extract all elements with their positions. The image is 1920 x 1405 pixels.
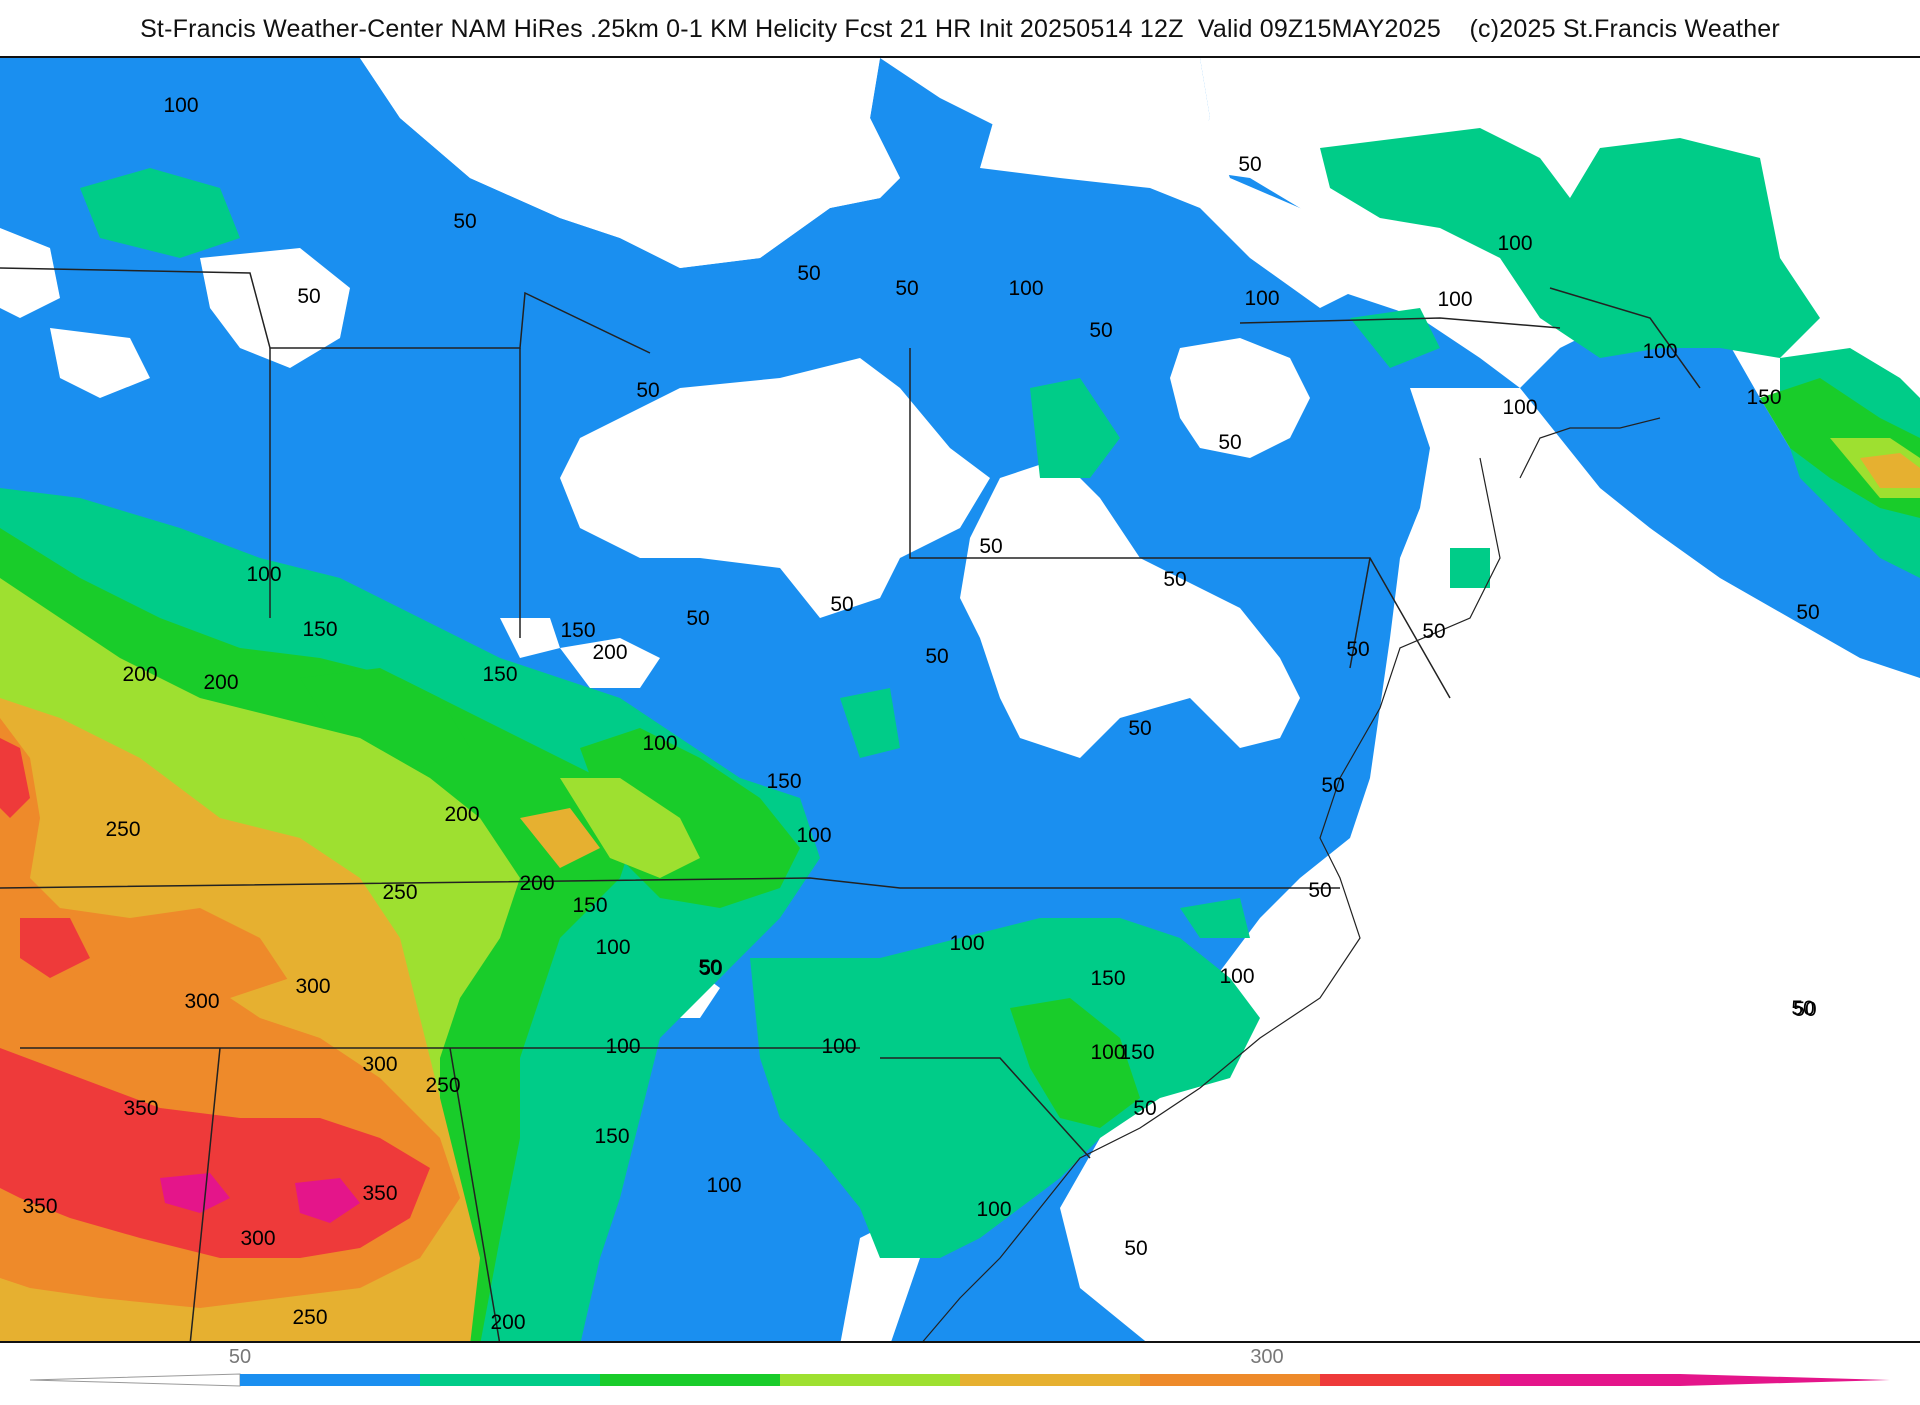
contour-label: 150 (594, 1125, 630, 1148)
contour-label: 50 (925, 645, 949, 668)
contour-label: 150 (1090, 967, 1126, 990)
contour-label: 100 (1090, 1041, 1126, 1064)
contour-label: 300 (184, 990, 220, 1013)
contour-label: 50 (830, 593, 854, 616)
legend-tick-label: 50 (228, 1346, 252, 1368)
contour-label: 100 (1502, 396, 1538, 419)
contour-label: 50 (1308, 879, 1332, 902)
contour-label: 50 (1124, 1237, 1148, 1260)
contour-label: 50 (979, 535, 1003, 558)
contour-label: 100 (1437, 288, 1473, 311)
contour-label: 100 (642, 732, 678, 755)
contour-label: 50 (453, 210, 477, 233)
contour-label: 50 (1791, 997, 1815, 1020)
contour-label: 300 (295, 975, 331, 998)
contour-label: 150 (1746, 386, 1782, 409)
band-below-50 (0, 58, 1920, 1341)
contour-label: 50 (1238, 153, 1262, 176)
helicity-field (0, 58, 1920, 1341)
legend-right-arrow (1680, 1374, 1890, 1386)
contour-label: 50 (1346, 638, 1370, 661)
legend-band (1140, 1374, 1321, 1386)
contour-label: 50 (1218, 431, 1242, 454)
band-400-plus (160, 1173, 360, 1223)
contour-label: 150 (560, 619, 596, 642)
legend-band (240, 1374, 421, 1386)
contour-label: 100 (796, 824, 832, 847)
legend-band (1500, 1374, 1681, 1386)
contour-label: 50 (1422, 620, 1446, 643)
contour-label: 50 (895, 277, 919, 300)
contour-label: 100 (595, 936, 631, 959)
state-borders (0, 267, 1701, 1341)
contour-label: 100 (1642, 340, 1678, 363)
contour-label: 50 (1128, 717, 1152, 740)
contour-label: 250 (425, 1074, 461, 1097)
legend-left-arrow (29, 1373, 241, 1387)
contour-label: 50 (797, 262, 821, 285)
contour-label: 50 (1089, 319, 1113, 342)
contour-label: 100 (605, 1035, 641, 1058)
contour-label: 150 (1119, 1041, 1155, 1064)
coastline (922, 417, 1661, 1341)
contour-label: 100 (1497, 232, 1533, 255)
contour-label: 200 (519, 872, 555, 895)
contour-label: 50 (297, 285, 321, 308)
contour-label: 100 (1008, 277, 1044, 300)
contour-label: 150 (302, 618, 338, 641)
helicity-map: 100 50 50 50 50 50 50 100 50 100 100 100 100 150 100 50… (0, 56, 1920, 1343)
contour-label: 100 (821, 1035, 857, 1058)
legend-band (1320, 1374, 1501, 1386)
contour-label: 100 (976, 1198, 1012, 1221)
contour-label: 300 (240, 1227, 276, 1250)
contour-label: 250 (292, 1306, 328, 1329)
contour-label: 50 (698, 956, 722, 979)
contour-label: 50 (1796, 601, 1820, 624)
contour-label: 150 (572, 894, 608, 917)
contour-label: 50 (686, 607, 710, 630)
contour-label: 250 (382, 881, 418, 904)
legend-band (600, 1374, 781, 1386)
contour-label: 100 (163, 94, 199, 117)
legend-band (780, 1374, 961, 1386)
contour-label: 200 (444, 803, 480, 826)
contour-label: 150 (766, 770, 802, 793)
contour-label: 50 (699, 957, 723, 980)
contour-label: 350 (123, 1097, 159, 1120)
contour-label: 50 (636, 379, 660, 402)
contour-label: 200 (490, 1311, 526, 1334)
map-title: St-Francis Weather-Center NAM HiRes .25k… (140, 14, 1780, 43)
contour-label: 100 (246, 563, 282, 586)
contour-label: 50 (1321, 774, 1345, 797)
legend-band (420, 1374, 601, 1386)
contour-label: 100 (949, 932, 985, 955)
legend-tick-label: 300 (1250, 1346, 1284, 1368)
contour-label: 350 (22, 1195, 58, 1218)
contour-label: 100 (1219, 965, 1255, 988)
legend-band (960, 1374, 1141, 1386)
contour-label: 250 (105, 818, 141, 841)
contour-label: 200 (592, 641, 628, 664)
contour-label: 300 (362, 1053, 398, 1076)
contour-label: 200 (203, 671, 239, 694)
contour-label: 50 (1133, 1097, 1157, 1120)
legend-bar (29, 1373, 1890, 1387)
contour-label: 100 (1244, 287, 1280, 310)
contour-label: 150 (482, 663, 518, 686)
contour-label: 200 (122, 663, 158, 686)
contour-label: 50 (1793, 998, 1817, 1021)
color-legend (0, 1343, 1920, 1400)
contour-label: 50 (1163, 568, 1187, 591)
contour-label: 100 (706, 1174, 742, 1197)
contour-label: 350 (362, 1182, 398, 1205)
